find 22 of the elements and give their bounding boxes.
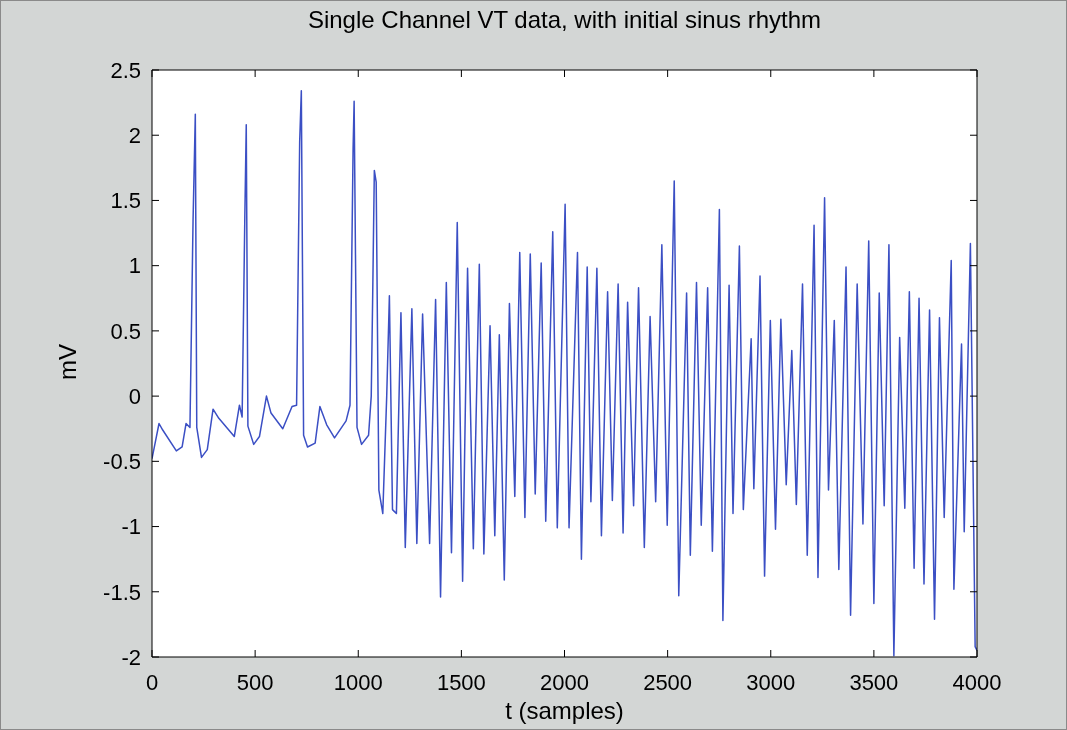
x-tick-label: 1000 [333,669,383,695]
chart-title: Single Channel VT data, with initial sinus rhythm [306,6,823,34]
y-tick-label: 1 [128,253,141,279]
y-tick-label: 1.5 [110,188,141,214]
y-tick-label: -2 [121,644,141,670]
y-tick-label: 2 [128,123,141,149]
x-axis-title: t (samples) [504,697,625,725]
x-tick-label: 3000 [746,669,796,695]
y-tick-label: -1 [121,514,141,540]
y-axis-title: mV [54,343,82,380]
y-tick-label: -0.5 [103,449,141,475]
x-tick-label: 4000 [952,669,1002,695]
y-tick-label: -1.5 [103,579,141,605]
y-tick-label: 2.5 [110,57,141,83]
x-tick-label: 3500 [849,669,899,695]
x-tick-label: 500 [236,669,274,695]
x-tick-label: 1500 [436,669,486,695]
x-tick-label: 2000 [540,669,589,695]
x-tick-label: 0 [145,669,159,695]
x-tick-label: 2500 [643,669,693,695]
y-tick-label: 0 [128,383,141,409]
y-tick-label: 0.5 [110,318,141,344]
